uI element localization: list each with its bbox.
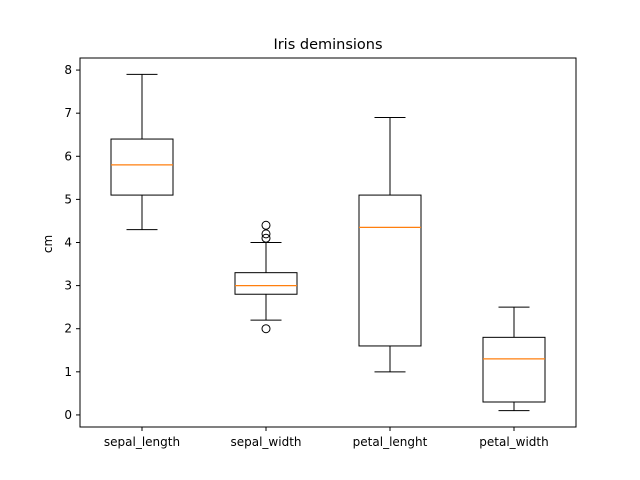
plot-frame bbox=[79, 57, 577, 428]
y-tick-label-3: 3 bbox=[64, 279, 72, 293]
x-tick-label-sepal-width: sepal_width bbox=[230, 435, 301, 449]
y-tick-label-0: 0 bbox=[64, 408, 72, 422]
y-axis-label: cm bbox=[41, 235, 55, 253]
y-tick-label-5: 5 bbox=[64, 192, 72, 206]
y-tick-label-6: 6 bbox=[64, 149, 72, 163]
y-tick-label-4: 4 bbox=[64, 236, 72, 250]
flier-sepal-width-0 bbox=[261, 233, 271, 243]
plot-area: sepal_length sepal_width petal_lenght petal… bbox=[64, 57, 577, 449]
flier-sepal-width-3 bbox=[261, 324, 271, 334]
x-tick-label-petal-width: petal_width bbox=[479, 435, 548, 449]
flier-sepal-width-1 bbox=[261, 229, 271, 239]
chart-title: Iris deminsions bbox=[273, 37, 382, 53]
x-tick-label-sepal-length: sepal_length bbox=[104, 435, 180, 449]
box-petal-width bbox=[482, 336, 546, 403]
y-tick-label-7: 7 bbox=[64, 106, 72, 120]
y-tick-label-1: 1 bbox=[64, 365, 72, 379]
flier-sepal-width-2 bbox=[261, 220, 271, 230]
y-tick-label-8: 8 bbox=[64, 63, 72, 77]
box-petal-lenght bbox=[358, 194, 422, 347]
box-sepal-length bbox=[110, 138, 174, 196]
x-tick-label-petal-lenght: petal_lenght bbox=[353, 435, 428, 449]
box-sepal-width bbox=[234, 272, 298, 295]
y-tick-label-2: 2 bbox=[64, 322, 72, 336]
